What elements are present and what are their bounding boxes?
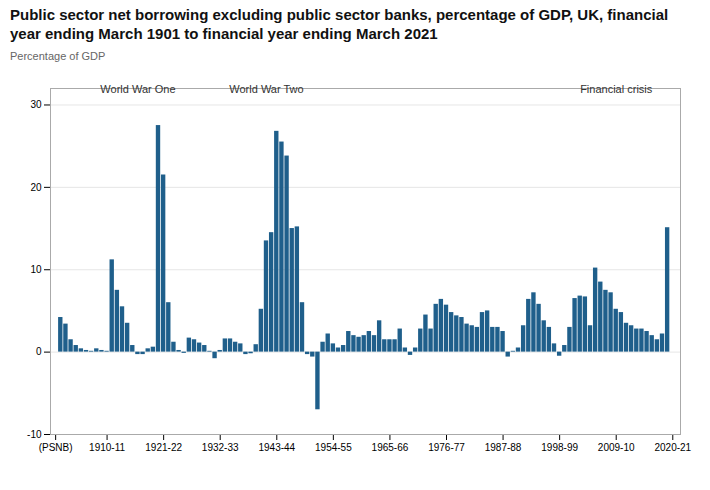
svg-text:10: 10 bbox=[30, 263, 42, 274]
svg-text:1921-22: 1921-22 bbox=[145, 441, 182, 452]
svg-text:1943-44: 1943-44 bbox=[258, 441, 295, 452]
svg-text:Financial crisis: Financial crisis bbox=[580, 82, 653, 94]
svg-text:1965-66: 1965-66 bbox=[372, 441, 409, 452]
svg-text:1998-99: 1998-99 bbox=[541, 441, 578, 452]
svg-text:2020-21: 2020-21 bbox=[654, 441, 691, 452]
html-text:Percentage of GDP: Percentage of GDP bbox=[10, 49, 106, 62]
svg-text:World War Two: World War Two bbox=[229, 82, 303, 94]
svg-text:30: 30 bbox=[30, 99, 42, 110]
html-text:Public sector net borrowing ex: Public sector net borrowing excluding pu… bbox=[10, 6, 669, 42]
svg-text:(PSNB): (PSNB) bbox=[39, 441, 73, 452]
svg-text:2009-10: 2009-10 bbox=[598, 441, 635, 452]
svg-text:20: 20 bbox=[30, 181, 42, 192]
svg-text:World War One: World War One bbox=[100, 82, 175, 94]
svg-text:1910-11: 1910-11 bbox=[89, 441, 125, 452]
svg-text:-10: -10 bbox=[27, 428, 42, 439]
svg-text:1954-55: 1954-55 bbox=[315, 441, 352, 452]
svg-text:1932-33: 1932-33 bbox=[202, 441, 239, 452]
svg-text:0: 0 bbox=[36, 346, 42, 357]
svg-text:1987-88: 1987-88 bbox=[485, 441, 522, 452]
svg-text:1976-77: 1976-77 bbox=[428, 441, 465, 452]
